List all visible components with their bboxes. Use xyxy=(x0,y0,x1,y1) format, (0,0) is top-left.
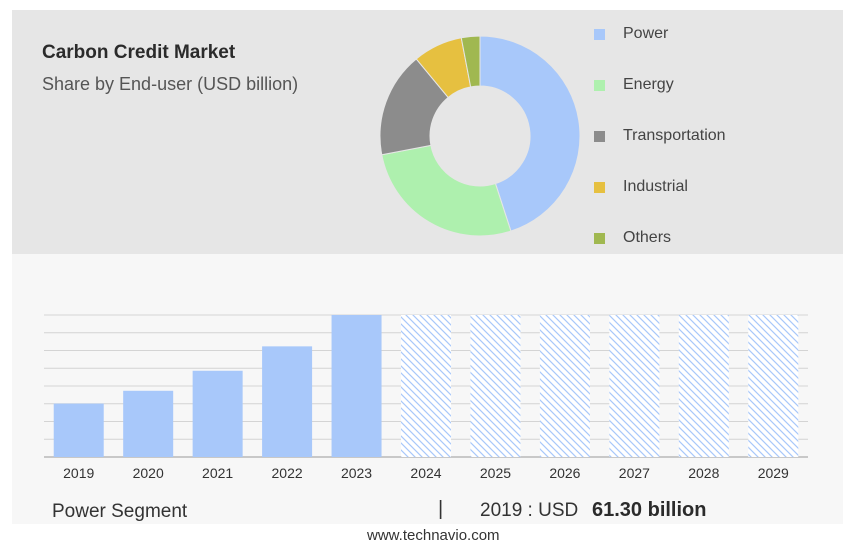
legend-item-industrial: Industrial xyxy=(594,177,688,197)
legend-item-transportation: Transportation xyxy=(594,126,726,146)
bar-chart: 2019 2020 2021 2022 2023 2024 2025 2026 2027 2028… xyxy=(44,314,808,481)
legend-label-others: Others xyxy=(623,229,672,246)
bar-2027 xyxy=(609,315,660,457)
bar-2020 xyxy=(123,390,174,457)
legend-item-others: Others xyxy=(594,228,671,248)
bar-2024 xyxy=(401,315,451,457)
x-tick-label: 2020 xyxy=(133,465,164,481)
chart-subtitle: Share by End-user (USD billion) xyxy=(42,74,299,94)
legend-label-industrial: Industrial xyxy=(623,178,688,195)
legend-swatch-others xyxy=(594,232,605,244)
x-tick-label: 2026 xyxy=(549,465,580,481)
bar-2023 xyxy=(331,315,382,457)
x-tick-label: 2021 xyxy=(202,465,233,481)
x-tick-label: 2022 xyxy=(272,465,303,481)
legend-swatch-power xyxy=(594,28,605,40)
legend-item-power: Power xyxy=(594,24,668,44)
legend-label-transportation: Transportation xyxy=(623,127,726,144)
donut-slice-others xyxy=(460,35,481,88)
bar-2019 xyxy=(53,403,104,457)
bar-2029 xyxy=(748,315,799,457)
footer-segment-label: Power Segment xyxy=(52,501,188,522)
x-tick-label: 2025 xyxy=(480,465,511,481)
bar-2022 xyxy=(262,346,313,457)
legend-label-power: Power xyxy=(623,25,669,42)
legend-swatch-transportation xyxy=(594,130,605,142)
bar-2028 xyxy=(678,315,729,457)
x-tick-label: 2019 xyxy=(63,465,94,481)
x-tick-label: 2027 xyxy=(619,465,650,481)
bar-2026 xyxy=(539,315,590,457)
x-tick-label: 2029 xyxy=(758,465,789,481)
legend-item-energy: Energy xyxy=(594,75,674,95)
chart-title: Carbon Credit Market xyxy=(42,42,236,63)
x-tick-label: 2024 xyxy=(410,465,441,481)
footer-year-text: 2019 : USD xyxy=(480,500,579,521)
bar-2025 xyxy=(470,315,521,457)
x-tick-label: 2028 xyxy=(688,465,719,481)
legend-swatch-energy xyxy=(594,79,605,91)
donut-slice-power xyxy=(479,35,581,232)
footer-site-url: www.technavio.com xyxy=(367,527,500,544)
donut-slice-energy xyxy=(381,144,512,237)
bar-2021 xyxy=(192,370,243,457)
donut-chart xyxy=(379,35,581,237)
x-tick-label: 2023 xyxy=(341,465,372,481)
footer-separator: | xyxy=(438,498,444,520)
legend-label-energy: Energy xyxy=(623,76,674,93)
legend-swatch-industrial xyxy=(594,181,605,193)
footer-value-text: 61.30 billion xyxy=(592,499,707,521)
